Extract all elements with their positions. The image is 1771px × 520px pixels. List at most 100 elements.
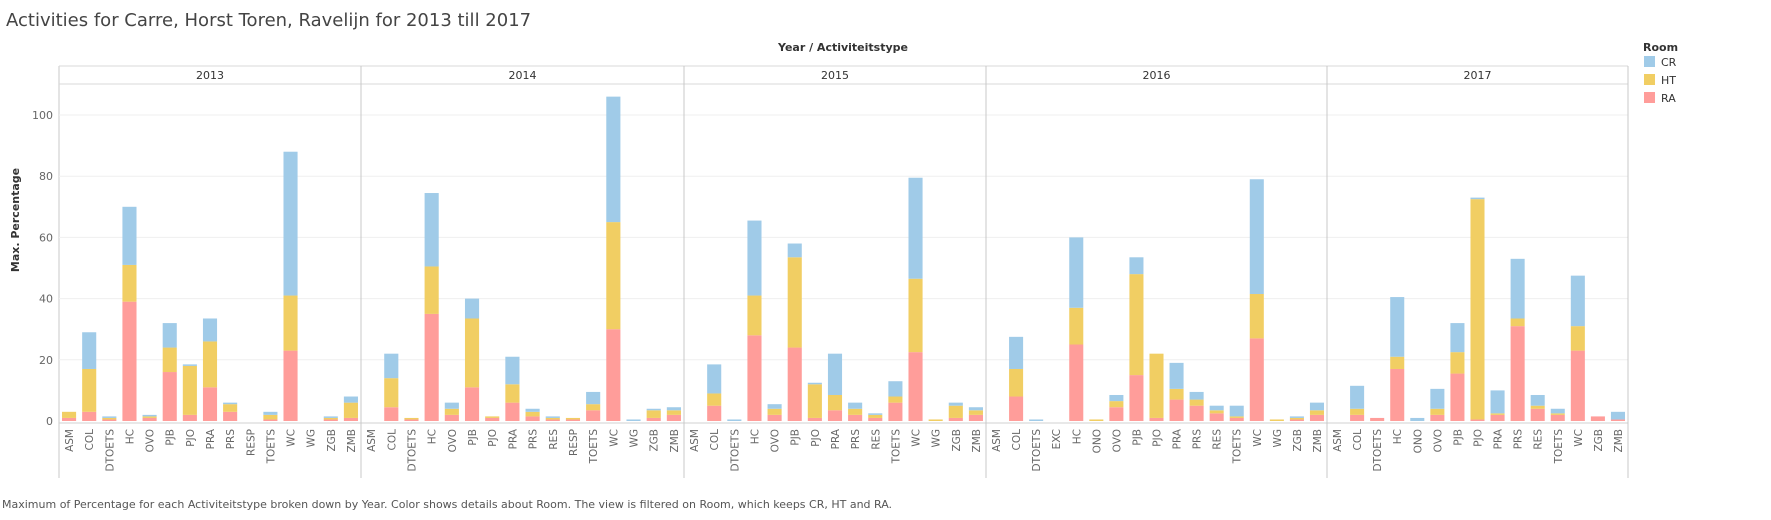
bar-2015-OVO-HT[interactable]: [767, 408, 782, 415]
bar-2016-WG-HT[interactable]: [1269, 419, 1284, 421]
bar-2013-HC-CR[interactable]: [122, 206, 137, 265]
bar-2017-PRS-CR[interactable]: [1510, 258, 1525, 319]
bar-2014-RESP-HT[interactable]: [565, 417, 581, 420]
bar-2016-ZMB-HT[interactable]: [1309, 410, 1324, 415]
bar-2013-PRS-CR[interactable]: [223, 402, 238, 405]
bar-2014-RESP-RA[interactable]: [565, 419, 581, 421]
bar-2013-HC-HT[interactable]: [122, 264, 137, 302]
bar-2017-OVO-HT[interactable]: [1430, 408, 1445, 415]
bar-2014-OVO-CR[interactable]: [444, 402, 459, 409]
bar-2013-ASM-HT[interactable]: [62, 411, 77, 418]
bar-2017-PRA-HT[interactable]: [1490, 413, 1505, 415]
bar-2013-TOETS-HT[interactable]: [263, 414, 278, 420]
bar-2014-PJB-HT[interactable]: [464, 318, 480, 388]
bar-2013-WC-CR[interactable]: [283, 151, 298, 296]
bar-2013-ZGB-CR[interactable]: [323, 416, 338, 418]
bar-2014-RES-HT[interactable]: [545, 417, 560, 420]
bar-2013-PRS-RA[interactable]: [223, 411, 238, 421]
bar-2015-PRS-CR[interactable]: [848, 402, 863, 409]
bar-2017-ONO-CR[interactable]: [1410, 417, 1425, 421]
bar-2016-ZGB-RA[interactable]: [1289, 419, 1304, 421]
bar-2016-PRA-CR[interactable]: [1169, 362, 1184, 389]
bar-2014-COL-CR[interactable]: [384, 353, 399, 379]
bar-2015-HC-CR[interactable]: [747, 220, 762, 296]
bar-2017-DTOETS-RA[interactable]: [1370, 417, 1385, 421]
bar-2014-COL-RA[interactable]: [384, 407, 399, 421]
bar-2014-PRS-RA[interactable]: [525, 416, 540, 421]
bar-2017-PRS-HT[interactable]: [1510, 318, 1525, 327]
bar-2017-PJO-RA[interactable]: [1470, 419, 1485, 421]
bar-2017-PJO-HT[interactable]: [1470, 199, 1485, 420]
bar-2016-ONO-HT[interactable]: [1089, 419, 1104, 421]
bar-2015-PRA-CR[interactable]: [827, 353, 843, 395]
bar-2014-DTOETS-HT[interactable]: [404, 417, 419, 420]
bar-2017-RES-CR[interactable]: [1530, 394, 1545, 406]
bar-2017-ZGB-RA[interactable]: [1590, 416, 1605, 421]
bar-2014-TOETS-HT[interactable]: [586, 404, 601, 411]
bar-2016-RES-HT[interactable]: [1209, 410, 1224, 414]
bar-2016-OVO-RA[interactable]: [1109, 407, 1124, 421]
bar-2014-ZGB-HT[interactable]: [646, 410, 661, 418]
bar-2015-OVO-RA[interactable]: [767, 414, 782, 421]
bar-2017-ZMB-RA[interactable]: [1610, 419, 1625, 421]
bar-2013-OVO-HT[interactable]: [142, 416, 157, 418]
bar-2016-PRS-RA[interactable]: [1189, 405, 1204, 421]
bar-2017-PRA-RA[interactable]: [1490, 414, 1505, 421]
bar-2016-PRA-RA[interactable]: [1169, 399, 1184, 421]
bar-2014-TOETS-RA[interactable]: [586, 410, 601, 421]
bar-2015-DTOETS-CR[interactable]: [727, 419, 742, 421]
bar-2016-PJB-RA[interactable]: [1129, 375, 1144, 421]
bar-2014-PRA-HT[interactable]: [505, 384, 520, 403]
bar-2015-HC-RA[interactable]: [747, 335, 762, 421]
bar-2015-PJB-RA[interactable]: [787, 347, 802, 421]
bar-2014-COL-HT[interactable]: [384, 378, 399, 408]
bar-2014-ZMB-RA[interactable]: [666, 414, 681, 421]
bar-2014-TOETS-CR[interactable]: [586, 391, 601, 405]
bar-2017-TOETS-CR[interactable]: [1550, 408, 1565, 414]
bar-2015-HC-HT[interactable]: [747, 295, 762, 336]
bar-2015-ZGB-CR[interactable]: [948, 402, 963, 406]
bar-2015-PJO-HT[interactable]: [807, 384, 822, 418]
bar-2017-PJO-CR[interactable]: [1470, 197, 1485, 200]
bar-2013-PRA-CR[interactable]: [202, 318, 218, 342]
bar-2014-PJO-HT[interactable]: [485, 416, 500, 418]
bar-2014-PRS-CR[interactable]: [525, 408, 540, 412]
bar-2016-TOETS-RA[interactable]: [1229, 417, 1244, 421]
bar-2013-PJB-RA[interactable]: [162, 372, 177, 421]
bar-2015-COL-RA[interactable]: [707, 405, 722, 421]
bar-2014-ZMB-CR[interactable]: [666, 407, 681, 411]
bar-2016-RES-RA[interactable]: [1209, 413, 1224, 421]
bar-2015-COL-CR[interactable]: [707, 364, 722, 394]
bar-2017-TOETS-RA[interactable]: [1550, 414, 1565, 421]
bar-2017-OVO-CR[interactable]: [1430, 388, 1445, 409]
bar-2015-PJB-CR[interactable]: [787, 243, 802, 258]
bar-2016-HC-RA[interactable]: [1069, 344, 1084, 422]
bar-2016-COL-HT[interactable]: [1009, 368, 1024, 397]
bar-2013-HC-RA[interactable]: [122, 301, 137, 421]
bar-2017-HC-HT[interactable]: [1390, 356, 1405, 369]
bar-2016-ZMB-RA[interactable]: [1309, 414, 1324, 421]
bar-2016-TOETS-HT[interactable]: [1229, 416, 1244, 418]
bar-2017-WC-CR[interactable]: [1570, 275, 1585, 327]
bar-2015-RES-HT[interactable]: [868, 414, 883, 418]
bar-2016-HC-HT[interactable]: [1069, 307, 1084, 345]
bar-2017-PRS-RA[interactable]: [1510, 326, 1525, 421]
bar-2017-WC-RA[interactable]: [1570, 350, 1585, 421]
bar-2015-PRA-RA[interactable]: [827, 410, 843, 421]
bar-2015-ZGB-HT[interactable]: [948, 405, 963, 418]
bar-2015-PJO-RA[interactable]: [807, 417, 822, 421]
bar-2013-PRS-HT[interactable]: [223, 404, 238, 412]
bar-2013-TOETS-CR[interactable]: [263, 411, 278, 415]
bar-2013-OVO-CR[interactable]: [142, 414, 157, 417]
bar-2014-PRA-CR[interactable]: [505, 356, 520, 385]
bar-2015-WC-RA[interactable]: [908, 352, 923, 421]
bar-2016-COL-RA[interactable]: [1009, 396, 1024, 421]
bar-2017-PJB-CR[interactable]: [1450, 323, 1465, 353]
bar-2016-ZGB-CR[interactable]: [1289, 416, 1304, 418]
bar-2015-RES-RA[interactable]: [868, 417, 883, 421]
bar-2013-ZGB-RA[interactable]: [323, 419, 338, 421]
bar-2015-WC-HT[interactable]: [908, 278, 923, 353]
bar-2015-PRA-HT[interactable]: [827, 394, 843, 411]
bar-2013-ASM-RA[interactable]: [62, 417, 77, 421]
bar-2013-PRA-HT[interactable]: [202, 341, 218, 388]
